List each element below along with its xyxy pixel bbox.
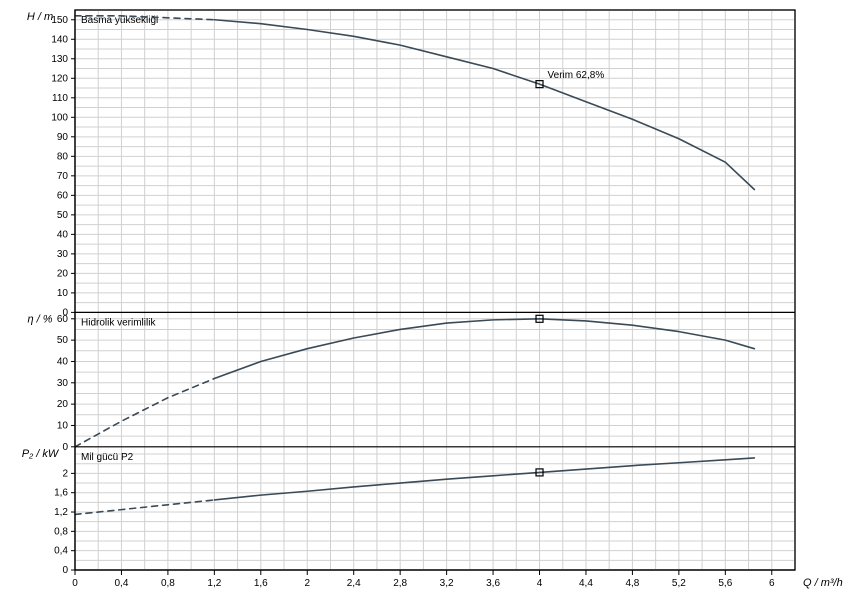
y-tick-label: 30 — [57, 378, 69, 389]
y-tick-label: 1,6 — [54, 488, 68, 499]
y-tick-label: 1,2 — [54, 507, 68, 518]
y-tick-label: 120 — [51, 73, 68, 84]
x-tick-label: 4,8 — [625, 578, 639, 589]
x-axis-label: Q / m³/h — [803, 577, 843, 589]
y-tick-label: 80 — [57, 151, 69, 162]
y-tick-label: 30 — [57, 249, 69, 260]
x-tick-label: 3,2 — [440, 578, 454, 589]
y-tick-label: 0,8 — [54, 526, 68, 537]
x-tick-label: 6 — [769, 578, 775, 589]
x-tick-label: 4,4 — [579, 578, 593, 589]
y-tick-label: 2 — [62, 468, 68, 479]
x-tick-label: 5,2 — [672, 578, 686, 589]
duty-point-label: Verim 62,8% — [548, 70, 605, 81]
x-tick-label: 4 — [537, 578, 543, 589]
x-tick-label: 0 — [72, 578, 78, 589]
y-axis-title: η / % — [27, 313, 52, 325]
y-tick-label: 60 — [57, 190, 69, 201]
y-tick-label: 20 — [57, 268, 69, 279]
x-tick-label: 1,6 — [254, 578, 268, 589]
x-tick-label: 2 — [304, 578, 310, 589]
y-tick-label: 0,4 — [54, 546, 68, 557]
x-tick-label: 1,2 — [207, 578, 221, 589]
y-tick-label: 0 — [62, 565, 68, 576]
y-tick-label: 100 — [51, 112, 68, 123]
panel-label: Mil gücü P2 — [81, 452, 134, 463]
y-tick-label: 90 — [57, 132, 69, 143]
y-axis-title: P₂ / kW — [22, 448, 60, 460]
y-tick-label: 150 — [51, 15, 68, 26]
y-tick-label: 60 — [57, 314, 69, 325]
y-tick-label: 70 — [57, 171, 69, 182]
y-tick-label: 20 — [57, 399, 69, 410]
y-tick-label: 10 — [57, 288, 69, 299]
y-tick-label: 40 — [57, 356, 69, 367]
panel-label: Hidrolik verimlilik — [81, 317, 156, 328]
y-tick-label: 130 — [51, 54, 68, 65]
y-tick-label: 10 — [57, 420, 69, 431]
x-tick-label: 5,6 — [718, 578, 732, 589]
y-tick-label: 50 — [57, 335, 69, 346]
y-tick-label: 110 — [52, 93, 68, 104]
x-tick-label: 0,4 — [114, 578, 128, 589]
x-tick-label: 3,6 — [486, 578, 500, 589]
x-tick-label: 0,8 — [161, 578, 175, 589]
y-tick-label: 40 — [57, 229, 69, 240]
y-axis-title: H / m — [27, 11, 53, 23]
x-tick-label: 2,8 — [393, 578, 407, 589]
y-tick-label: 50 — [57, 210, 69, 221]
chart-svg: 0 0,4 0,8 1,2 1,6 2 2,4 2,8 3,2 3,6 4 4,4 4,8 5,2 5,6 6… — [0, 0, 850, 600]
y-tick-label: 140 — [51, 34, 68, 45]
pump-curve-chart: 0 0,4 0,8 1,2 1,6 2 2,4 2,8 3,2 3,6 4 4,4 4,8 5,2 5,6 6… — [0, 0, 850, 600]
x-tick-label: 2,4 — [347, 578, 361, 589]
y-tick-label: 0 — [62, 442, 68, 453]
